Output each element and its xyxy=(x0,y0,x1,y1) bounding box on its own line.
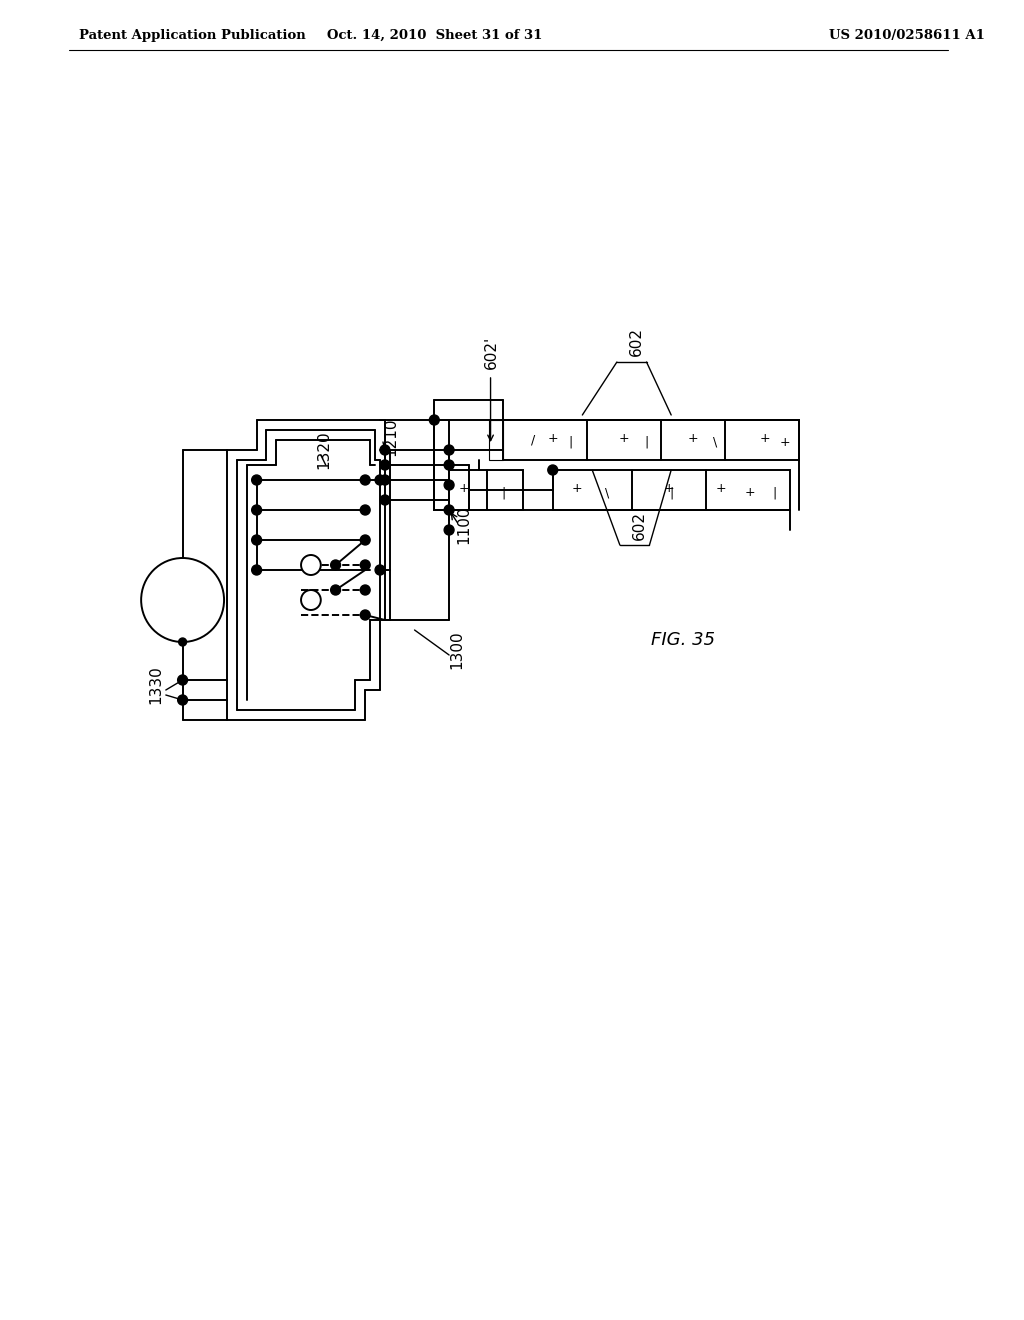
Circle shape xyxy=(375,565,385,576)
Text: +: + xyxy=(760,432,770,445)
Text: +: + xyxy=(715,482,726,495)
Circle shape xyxy=(178,638,186,645)
Circle shape xyxy=(360,610,370,620)
Circle shape xyxy=(360,506,370,515)
Circle shape xyxy=(380,445,390,455)
Circle shape xyxy=(360,535,370,545)
Bar xyxy=(553,470,790,510)
Circle shape xyxy=(252,535,261,545)
Circle shape xyxy=(301,554,321,576)
Text: +: + xyxy=(618,432,629,445)
Text: +: + xyxy=(172,583,183,597)
Text: |: | xyxy=(568,436,572,449)
Text: 602': 602' xyxy=(484,335,499,368)
Text: |: | xyxy=(669,487,674,499)
Text: Oct. 14, 2010  Sheet 31 of 31: Oct. 14, 2010 Sheet 31 of 31 xyxy=(327,29,542,41)
Text: +: + xyxy=(548,432,558,445)
Circle shape xyxy=(360,475,370,484)
Text: 1320: 1320 xyxy=(315,430,331,470)
Circle shape xyxy=(380,459,390,470)
Circle shape xyxy=(548,465,558,475)
Circle shape xyxy=(178,675,187,685)
Text: +: + xyxy=(687,432,698,445)
Circle shape xyxy=(444,506,454,515)
Text: 602: 602 xyxy=(629,327,644,356)
Circle shape xyxy=(252,475,261,484)
Text: M: M xyxy=(180,593,196,607)
Bar xyxy=(488,420,504,459)
Circle shape xyxy=(141,558,224,642)
Circle shape xyxy=(375,475,385,484)
Bar xyxy=(504,420,800,459)
Circle shape xyxy=(331,560,341,570)
Circle shape xyxy=(252,506,261,515)
Text: 1300: 1300 xyxy=(450,631,464,669)
Text: +: + xyxy=(744,487,756,499)
Text: +: + xyxy=(779,436,790,449)
Text: |: | xyxy=(644,436,648,449)
Circle shape xyxy=(444,480,454,490)
Circle shape xyxy=(380,475,390,484)
Circle shape xyxy=(429,414,439,425)
Circle shape xyxy=(380,495,390,506)
Circle shape xyxy=(360,585,370,595)
Text: 1330: 1330 xyxy=(147,665,163,705)
Circle shape xyxy=(444,525,454,535)
Circle shape xyxy=(301,590,321,610)
Text: US 2010/0258611 A1: US 2010/0258611 A1 xyxy=(829,29,985,41)
Bar xyxy=(434,420,450,510)
Text: |: | xyxy=(773,487,777,499)
Text: |: | xyxy=(502,487,506,499)
Text: FIG. 35: FIG. 35 xyxy=(651,631,716,649)
Text: 1210: 1210 xyxy=(383,417,398,457)
Text: \: \ xyxy=(605,487,609,499)
Circle shape xyxy=(252,565,261,576)
Circle shape xyxy=(444,459,454,470)
Text: −: − xyxy=(172,603,183,616)
Text: /: / xyxy=(530,433,536,446)
Text: Patent Application Publication: Patent Application Publication xyxy=(79,29,306,41)
Circle shape xyxy=(444,445,454,455)
Circle shape xyxy=(178,696,187,705)
Text: \: \ xyxy=(714,436,718,449)
Bar xyxy=(450,470,523,510)
Text: +: + xyxy=(664,482,675,495)
Text: +: + xyxy=(459,482,469,495)
Text: 1100: 1100 xyxy=(456,506,471,544)
Text: +: + xyxy=(572,482,583,495)
Circle shape xyxy=(331,585,341,595)
Circle shape xyxy=(360,560,370,570)
Text: 602: 602 xyxy=(632,511,647,540)
